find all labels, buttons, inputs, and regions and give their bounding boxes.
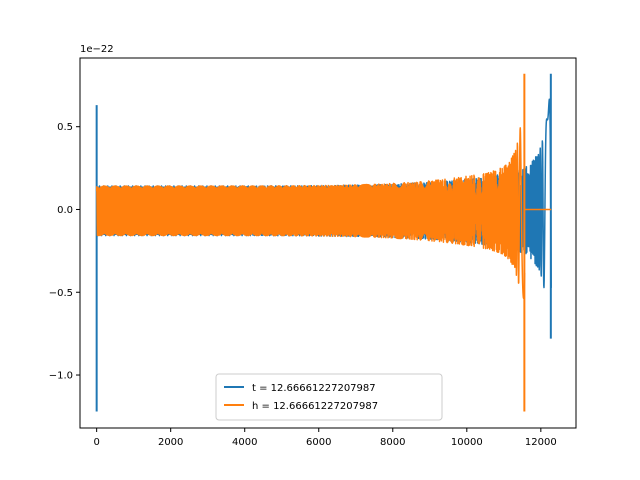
y-tick-label: 0.0 [57, 205, 73, 216]
series-h-line [95, 127, 526, 299]
axes-frame [79, 57, 577, 429]
x-tick-label: 4000 [232, 437, 257, 448]
x-tick-label: 6000 [306, 437, 331, 448]
x-tick-label: 2000 [158, 437, 183, 448]
y-offset-label: 1e−22 [80, 44, 114, 55]
y-axis: −1.0 −0.5 0.0 0.5 [49, 122, 80, 382]
legend-box [215, 373, 443, 421]
x-tick-label: 10000 [451, 437, 483, 448]
legend-label: t = 12.66661227207987 [252, 383, 376, 394]
y-tick-label: −0.5 [49, 288, 73, 299]
x-tick-label: 0 [93, 437, 99, 448]
plot-area [95, 73, 552, 412]
x-axis: 0 2000 4000 6000 8000 10000 12000 [93, 428, 557, 448]
x-tick-label: 12000 [525, 437, 557, 448]
x-tick-label: 8000 [380, 437, 405, 448]
legend: t = 12.66661227207987 h = 12.666612272079… [215, 373, 443, 421]
legend-label: h = 12.66661227207987 [252, 401, 378, 412]
y-tick-label: −1.0 [49, 371, 73, 382]
y-tick-label: 0.5 [57, 122, 73, 133]
